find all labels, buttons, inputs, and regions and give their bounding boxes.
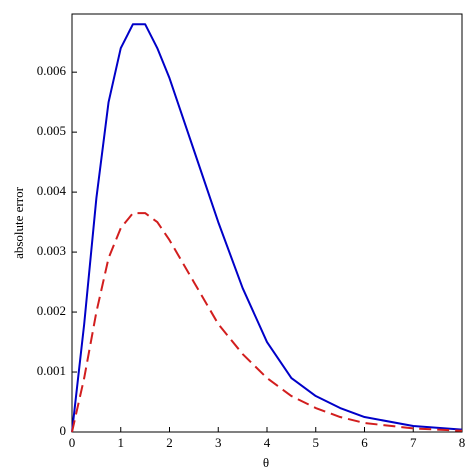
y-tick-label: 0.003 bbox=[37, 243, 66, 258]
y-tick-label: 0.006 bbox=[37, 63, 67, 78]
line-series bbox=[71, 212, 463, 433]
x-axis-label: θ bbox=[263, 455, 269, 470]
y-tick-label: 0.001 bbox=[37, 363, 66, 378]
line-series bbox=[71, 23, 463, 433]
x-tick-label: 3 bbox=[215, 435, 222, 450]
x-tick-label: 5 bbox=[313, 435, 320, 450]
x-tick-label: 4 bbox=[264, 435, 271, 450]
x-tick-label: 2 bbox=[166, 435, 173, 450]
x-tick-label: 8 bbox=[459, 435, 466, 450]
y-tick-label: 0.004 bbox=[37, 183, 67, 198]
x-tick-label: 6 bbox=[361, 435, 368, 450]
plot-frame bbox=[71, 13, 463, 433]
y-tick-label: 0.002 bbox=[37, 303, 66, 318]
x-tick-label: 7 bbox=[410, 435, 417, 450]
x-tick-label: 0 bbox=[69, 435, 76, 450]
x-tick-label: 1 bbox=[118, 435, 125, 450]
y-tick-label: 0 bbox=[60, 423, 67, 438]
y-tick-label: 0.005 bbox=[37, 123, 66, 138]
y-axis-label: absolute error bbox=[11, 186, 26, 259]
